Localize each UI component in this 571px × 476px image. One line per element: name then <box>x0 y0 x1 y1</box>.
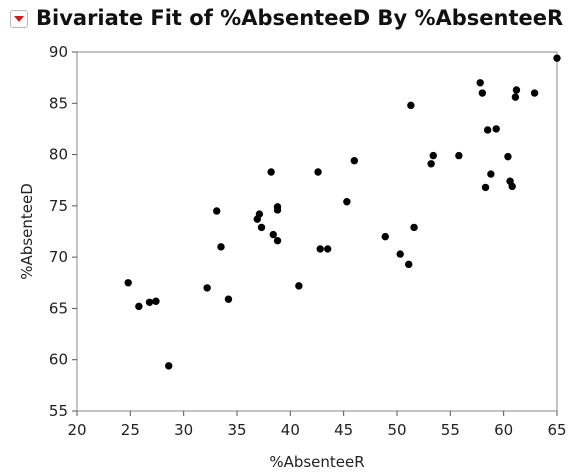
x-tick-label: 45 <box>334 421 353 439</box>
data-point[interactable] <box>343 198 351 206</box>
data-point[interactable] <box>407 101 415 110</box>
data-point[interactable] <box>455 151 463 160</box>
x-tick-label: 55 <box>441 421 460 439</box>
data-point[interactable] <box>255 210 264 218</box>
y-tick-label: 90 <box>49 43 68 61</box>
data-point[interactable] <box>478 89 487 97</box>
data-point[interactable] <box>316 245 324 253</box>
data-point[interactable] <box>483 126 492 134</box>
data-point[interactable] <box>224 295 233 303</box>
data-point[interactable] <box>314 168 322 176</box>
data-point[interactable] <box>145 298 154 306</box>
data-point[interactable] <box>530 89 539 97</box>
x-tick-label: 35 <box>227 421 246 439</box>
axes-group: 20 25 30 35 40 45 50 55 60 65 55 60 65 70 75 80 85 90 <box>49 43 567 439</box>
data-point[interactable] <box>512 86 521 94</box>
data-point[interactable] <box>203 284 211 292</box>
data-point[interactable] <box>553 54 561 62</box>
y-tick-label: 55 <box>49 402 68 420</box>
data-point[interactable] <box>410 223 418 232</box>
data-point[interactable] <box>165 362 173 370</box>
data-point[interactable] <box>487 170 495 178</box>
data-point[interactable] <box>135 302 143 311</box>
data-point[interactable] <box>476 79 484 87</box>
x-tick-label: 40 <box>281 421 300 439</box>
red-disclosure-triangle-icon[interactable] <box>10 10 28 28</box>
y-tick-label: 75 <box>49 197 68 215</box>
data-point[interactable] <box>295 282 303 290</box>
data-point[interactable] <box>350 157 359 165</box>
report-title: Bivariate Fit of %AbsenteeD By %Absentee… <box>36 6 564 30</box>
data-point[interactable] <box>511 93 520 101</box>
x-tick-label: 20 <box>67 421 86 439</box>
points-group <box>124 54 561 370</box>
data-point[interactable] <box>273 203 282 211</box>
x-tick-label: 25 <box>121 421 140 439</box>
x-tick-label: 60 <box>494 421 513 439</box>
data-point[interactable] <box>267 168 275 176</box>
data-point[interactable] <box>481 183 490 192</box>
data-point[interactable] <box>273 237 282 245</box>
data-point[interactable] <box>152 297 160 305</box>
data-point[interactable] <box>217 243 225 251</box>
y-tick-label: 80 <box>49 146 68 164</box>
data-point[interactable] <box>257 223 266 232</box>
data-point[interactable] <box>396 250 404 258</box>
data-point[interactable] <box>427 160 435 168</box>
data-point[interactable] <box>508 182 516 191</box>
y-tick-label: 85 <box>49 94 68 112</box>
data-point[interactable] <box>269 230 277 239</box>
x-tick-label: 30 <box>174 421 193 439</box>
y-tick-label: 65 <box>49 299 68 317</box>
data-point[interactable] <box>124 279 132 287</box>
y-tick-label: 60 <box>49 351 68 369</box>
y-axis-label: %AbsenteeD <box>18 183 36 279</box>
x-tick-label: 50 <box>387 421 406 439</box>
data-point[interactable] <box>381 232 389 241</box>
plot-frame <box>76 51 558 412</box>
scatter-chart: 20 25 30 35 40 45 50 55 60 65 55 60 65 70 75 80 85 90 %Ab… <box>18 43 567 471</box>
data-point[interactable] <box>213 207 221 215</box>
data-point[interactable] <box>323 245 332 253</box>
report-header: Bivariate Fit of %AbsenteeD By %Absentee… <box>0 0 571 40</box>
data-point[interactable] <box>492 125 500 133</box>
data-point[interactable] <box>429 151 437 160</box>
y-tick-label: 70 <box>49 248 68 266</box>
data-point[interactable] <box>504 152 512 161</box>
x-axis-label: %AbsenteeR <box>269 453 364 471</box>
disclosure-arrow <box>14 16 24 22</box>
x-tick-label: 65 <box>547 421 566 439</box>
data-point[interactable] <box>405 260 413 269</box>
